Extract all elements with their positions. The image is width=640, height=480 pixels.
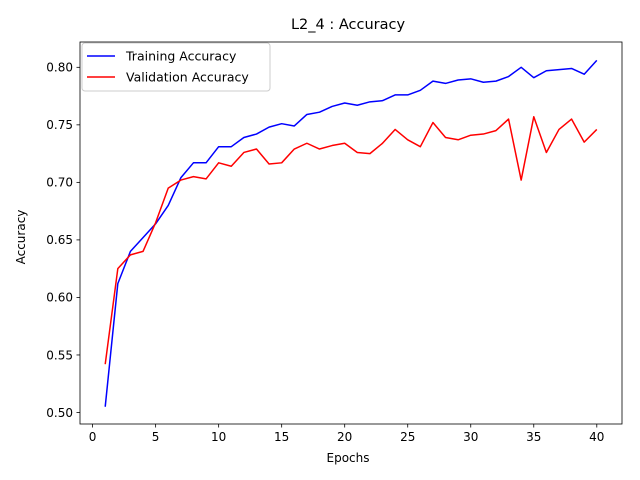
y-tick-label: 0.60 (46, 291, 73, 305)
y-tick-label: 0.80 (46, 61, 73, 75)
y-tick-label: 0.65 (46, 233, 73, 247)
x-tick-label: 20 (337, 430, 352, 444)
legend-label-0: Training Accuracy (125, 49, 237, 64)
y-tick-label: 0.75 (46, 118, 73, 132)
x-tick-label: 10 (211, 430, 226, 444)
legend-box (81, 42, 271, 92)
x-axis-label: Epochs (327, 451, 370, 465)
y-tick-label: 0.70 (46, 176, 73, 190)
x-tick-label: 40 (589, 430, 604, 444)
series-line-1 (104, 116, 598, 365)
axes-frame (79, 41, 623, 425)
x-tick-label: 25 (400, 430, 415, 444)
y-tick-label: 0.50 (46, 406, 73, 420)
x-tick-label: 35 (526, 430, 541, 444)
y-tick-label: 0.55 (46, 348, 73, 362)
x-tick-label: 5 (152, 430, 160, 444)
axes: 0 5 10 15 20 25 30 35 40 0.50 0.55 0.60 0.65 0.70 0.75… (46, 41, 623, 444)
x-tick-label: 30 (463, 430, 478, 444)
x-tick-label: 0 (89, 430, 97, 444)
legend: Training Accuracy Validation Accuracy (81, 42, 271, 92)
chart-title: L2_4 : Accuracy (291, 17, 406, 33)
x-tick-label: 15 (274, 430, 289, 444)
y-axis-label: Accuracy (14, 210, 28, 265)
legend-label-1: Validation Accuracy (126, 70, 249, 85)
series-line-0 (104, 59, 598, 407)
plot-area (104, 59, 598, 407)
